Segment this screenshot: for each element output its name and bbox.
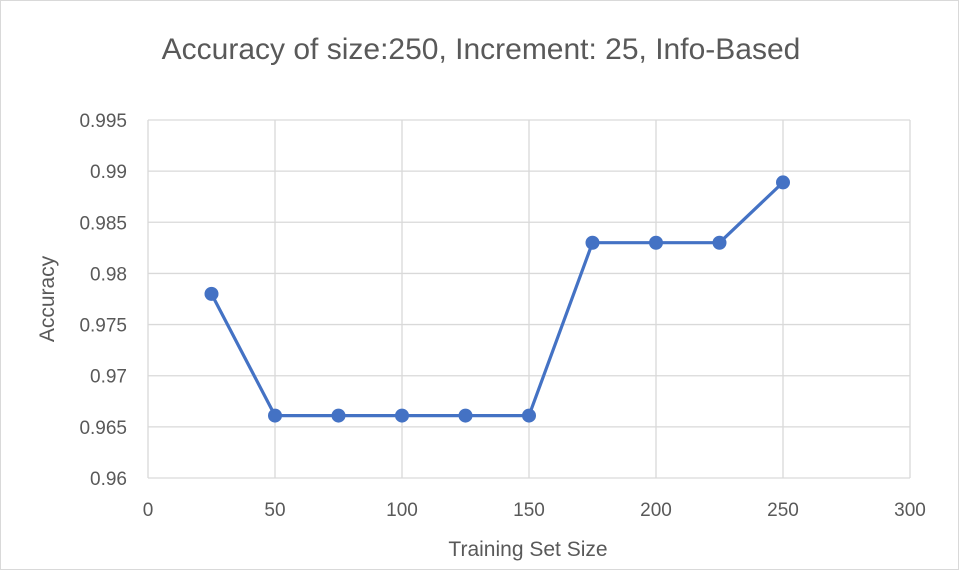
data-point <box>331 408 346 423</box>
data-point <box>776 175 790 190</box>
y-tick-label: 0.985 <box>79 213 127 234</box>
y-tick-label: 0.995 <box>79 111 127 132</box>
series-layer <box>204 175 790 423</box>
y-tick-label: 0.98 <box>90 264 127 285</box>
data-point <box>395 408 409 423</box>
x-axis-title: Training Set Size <box>448 538 607 561</box>
data-point <box>649 235 663 250</box>
y-tick-label: 0.975 <box>79 316 127 337</box>
data-point <box>268 408 282 423</box>
x-tick-label: 150 <box>513 500 545 521</box>
y-axis-tick-labels: 0.96 0.965 0.97 0.975 0.98 0.985 0.99 0.995 <box>79 111 127 490</box>
series-line <box>210 181 785 418</box>
data-point <box>712 235 727 250</box>
y-tick-label: 0.965 <box>79 418 127 439</box>
data-point <box>585 235 600 250</box>
chart-title: Accuracy of size:250, Increment: 25, Inf… <box>162 33 801 66</box>
y-tick-label: 0.99 <box>90 162 127 183</box>
x-tick-label: 100 <box>386 500 418 521</box>
data-point <box>458 408 473 423</box>
y-axis-title: Accuracy <box>36 255 59 342</box>
x-axis-tick-labels: 0 50 100 150 200 250 300 <box>143 500 926 521</box>
x-tick-label: 0 <box>143 500 154 521</box>
y-tick-label: 0.97 <box>90 367 127 388</box>
data-point <box>204 286 219 301</box>
x-tick-label: 50 <box>264 500 285 521</box>
x-tick-label: 300 <box>894 500 926 521</box>
data-point <box>522 408 536 423</box>
y-tick-label: 0.96 <box>90 469 127 490</box>
x-tick-label: 200 <box>640 500 672 521</box>
x-tick-label: 250 <box>767 500 799 521</box>
gridlines <box>147 119 911 479</box>
